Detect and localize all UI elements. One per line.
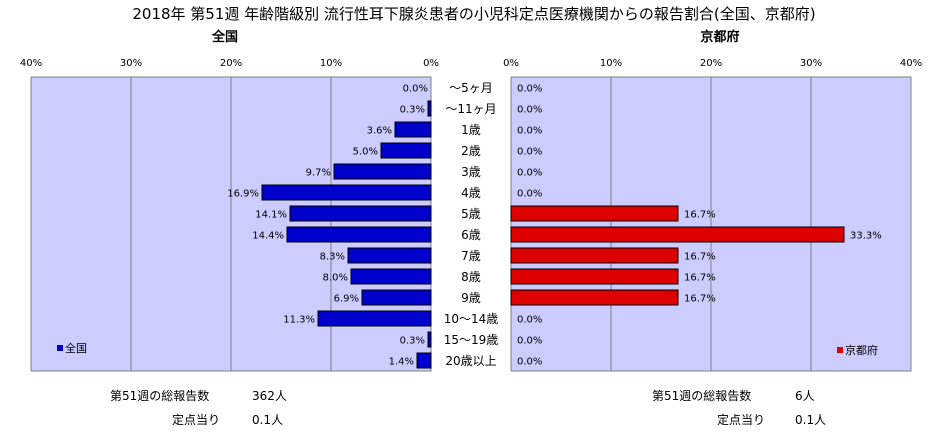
bar-national	[261, 184, 432, 201]
category-label: 15～19歳	[444, 333, 499, 347]
category-label: 8歳	[461, 270, 481, 284]
bar-label-kyoto: 0.0%	[517, 168, 542, 179]
category-label: 2歳	[461, 144, 481, 158]
bar-national	[333, 163, 432, 180]
bars: 0.0% 0.0% 0.3% 0.0% 3.6% 0.0% 5.0% 0.0% 9.7% 0.0%…	[227, 84, 882, 369]
legend-right-swatch	[837, 347, 843, 353]
bar-national	[317, 310, 432, 327]
bar-national	[394, 121, 432, 138]
bar-label-kyoto: 0.0%	[517, 84, 542, 95]
bar-national	[289, 205, 432, 222]
bar-label-kyoto: 0.0%	[517, 315, 542, 326]
left-panel-title: 全国	[211, 29, 238, 45]
category-label: 5歳	[461, 207, 481, 221]
tick-label-right: 0%	[503, 58, 519, 69]
footer-right-per-value: 0.1人	[795, 413, 826, 427]
bar-label-kyoto: 16.7%	[684, 294, 716, 305]
footer-left: 第51週の総報告数 362人 定点当り 0.1人	[110, 388, 287, 427]
tick-label-left: 20%	[220, 58, 242, 69]
gridlines	[130, 77, 812, 371]
footer-left-total-label: 第51週の総報告数	[110, 388, 209, 403]
category-label: 3歳	[461, 165, 481, 179]
category-label: 6歳	[461, 228, 481, 242]
footer-right-per-label: 定点当り	[717, 412, 765, 427]
bar-national	[427, 100, 432, 117]
tick-label-right: 10%	[600, 58, 622, 69]
bar-label-kyoto: 16.7%	[684, 252, 716, 263]
category-label: 4歳	[461, 186, 481, 200]
tick-label-left: 30%	[120, 58, 142, 69]
right-panel-title: 京都府	[700, 29, 739, 45]
legend-left-swatch	[57, 345, 63, 351]
category-label: 9歳	[461, 291, 481, 305]
axis-ticks: 0% 0% 10% 10% 20% 20% 30% 30% 40% 40%	[20, 58, 922, 69]
tick-label-left: 0%	[423, 58, 439, 69]
category-label: 10～14歳	[444, 312, 499, 326]
bar-label-national: 11.3%	[283, 315, 315, 326]
footer-right: 第51週の総報告数 6人 定点当り 0.1人	[652, 388, 826, 427]
bar-label-national: 14.1%	[255, 210, 287, 221]
bar-national	[286, 226, 432, 243]
bar-label-kyoto: 0.0%	[517, 189, 542, 200]
category-label: ～5ヶ月	[449, 81, 493, 95]
bar-label-kyoto: 16.7%	[684, 273, 716, 284]
bar-kyoto	[510, 226, 845, 243]
tick-label-right: 30%	[800, 58, 822, 69]
bar-national	[380, 142, 432, 159]
legend-right: 京都府	[837, 343, 878, 357]
bar-label-kyoto: 33.3%	[850, 231, 882, 242]
category-labels: ～5ヶ月 ～11ヶ月 1歳 2歳 3歳 4歳 5歳 6歳 7歳 8歳 9歳 10～14歳 15～19歳 2…	[444, 81, 499, 368]
bar-kyoto	[510, 289, 679, 306]
footer-left-per-value: 0.1人	[252, 413, 283, 427]
category-label: 1歳	[461, 123, 481, 137]
bar-label-national: 16.9%	[227, 189, 259, 200]
bar-national	[361, 289, 432, 306]
bar-national	[416, 352, 432, 369]
bar-label-national: 14.4%	[252, 231, 284, 242]
legend-left: 全国	[57, 341, 87, 355]
bar-label-kyoto: 0.0%	[517, 105, 542, 116]
bar-national	[427, 331, 432, 348]
bar-label-kyoto: 0.0%	[517, 357, 542, 368]
bar-kyoto	[510, 268, 679, 285]
bar-label-kyoto: 0.0%	[517, 336, 542, 347]
chart-title: 2018年 第51週 年齢階級別 流行性耳下腺炎患者の小児科定点医療機関からの報…	[132, 5, 815, 23]
bar-label-national: 0.3%	[400, 336, 425, 347]
tick-label-right: 20%	[700, 58, 722, 69]
bar-label-kyoto: 0.0%	[517, 147, 542, 158]
category-label: 7歳	[461, 249, 481, 263]
legend-right-label: 京都府	[845, 343, 878, 357]
bar-label-national: 0.3%	[400, 105, 425, 116]
bar-label-national: 9.7%	[306, 168, 331, 179]
category-label: ～11ヶ月	[445, 102, 496, 116]
bar-label-national: 8.0%	[323, 273, 348, 284]
footer-left-per-label: 定点当り	[172, 412, 220, 427]
bar-label-national: 3.6%	[367, 126, 392, 137]
legend-left-label: 全国	[65, 341, 87, 355]
bar-label-kyoto: 0.0%	[517, 126, 542, 137]
tick-label-left: 40%	[20, 58, 42, 69]
bar-national	[347, 247, 432, 264]
tick-label-right: 40%	[900, 58, 922, 69]
footer-right-total-value: 6人	[795, 389, 815, 403]
bar-label-kyoto: 16.7%	[684, 210, 716, 221]
bar-kyoto	[510, 205, 679, 222]
tick-label-left: 10%	[320, 58, 342, 69]
footer-left-total-value: 362人	[252, 389, 287, 403]
footer-right-total-label: 第51週の総報告数	[652, 388, 751, 403]
bar-label-national: 1.4%	[389, 357, 414, 368]
bar-label-national: 6.9%	[334, 294, 359, 305]
bar-label-national: 0.0%	[403, 84, 428, 95]
category-label: 20歳以上	[445, 354, 496, 368]
bar-national	[350, 268, 432, 285]
bar-label-national: 8.3%	[320, 252, 345, 263]
bar-kyoto	[510, 247, 679, 264]
bar-label-national: 5.0%	[353, 147, 378, 158]
